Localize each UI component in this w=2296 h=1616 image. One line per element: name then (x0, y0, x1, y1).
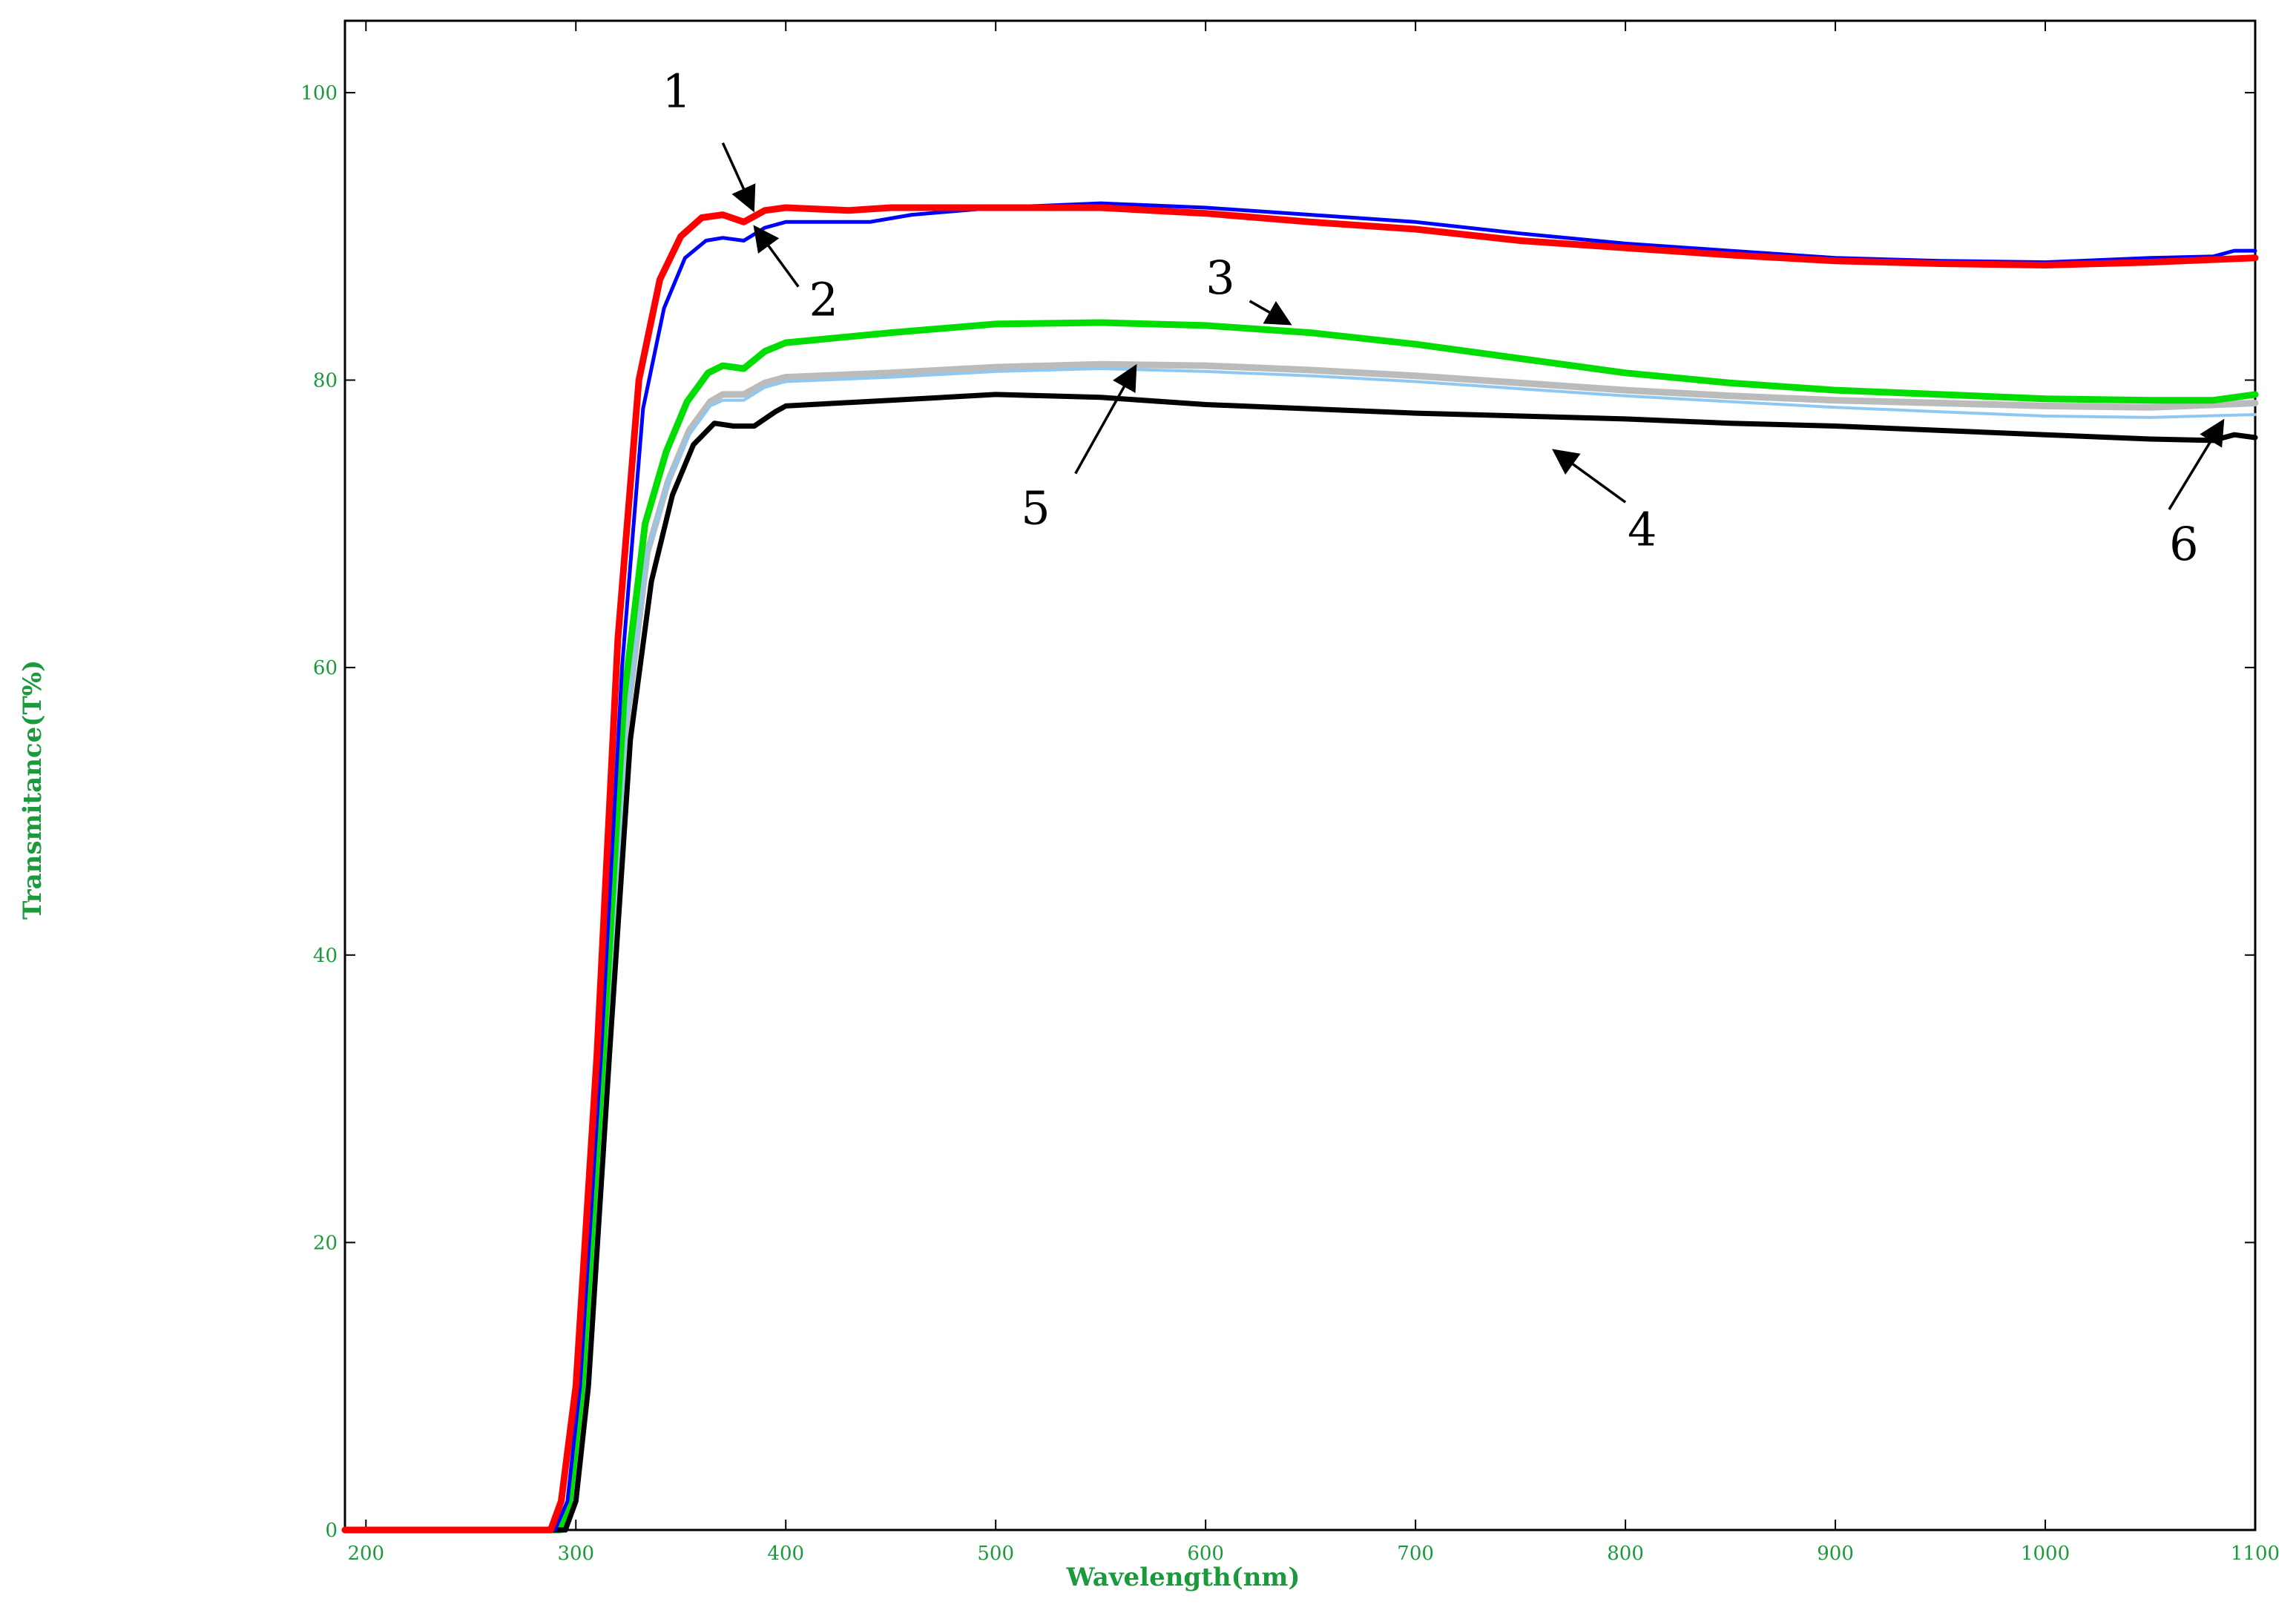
y-tick-label: 80 (313, 370, 338, 392)
x-tick-label: 700 (1397, 1543, 1434, 1565)
callout-label-2: 2 (809, 272, 838, 326)
y-axis: 0 20 40 60 80 100 (300, 82, 2255, 1542)
x-tick-label: 1000 (2021, 1543, 2070, 1565)
y-tick-label: 100 (300, 82, 338, 105)
callout-arrow-1 (721, 142, 756, 213)
callout-arrow-2 (753, 225, 800, 288)
series-line-1 (341, 204, 2259, 1534)
series-layer (341, 201, 2259, 1534)
callout-label-1: 1 (662, 64, 691, 118)
x-tick-label: 300 (557, 1543, 594, 1565)
callout-label-5: 5 (1021, 481, 1050, 535)
y-tick-label: 60 (313, 657, 338, 679)
x-tick-label: 400 (767, 1543, 804, 1565)
x-axis-title: Wavelength(nm) (1066, 1563, 1300, 1592)
callout-label-6: 6 (2169, 517, 2198, 571)
callout-arrow-5 (1074, 363, 1137, 475)
callout-label-3: 3 (1205, 251, 1234, 305)
x-axis: 200 300 400 500 600 700 800 900 1000 1100 (347, 21, 2280, 1565)
series-line-3 (341, 319, 2259, 1534)
y-tick-label: 20 (313, 1232, 338, 1254)
callout-arrow-3 (1249, 300, 1292, 326)
y-tick-label: 0 (325, 1520, 338, 1542)
series-line-4 (342, 392, 2258, 1533)
callout-label-4: 4 (1628, 502, 1657, 556)
plot-area (343, 19, 2257, 1531)
annotation-layer: 1 2 3 4 5 6 (662, 64, 2225, 571)
y-tick-label: 40 (313, 945, 338, 967)
x-tick-label: 800 (1607, 1543, 1644, 1565)
x-tick-label: 600 (1187, 1543, 1224, 1565)
callout-arrow-4 (1552, 449, 1627, 504)
y-axis-title: Transmitance(T%) (18, 660, 47, 920)
x-tick-label: 900 (1817, 1543, 1854, 1565)
callout-arrow-6 (2168, 418, 2225, 510)
x-tick-label: 500 (977, 1543, 1014, 1565)
x-tick-label: 1100 (2231, 1543, 2280, 1565)
x-tick-label: 200 (347, 1543, 384, 1565)
